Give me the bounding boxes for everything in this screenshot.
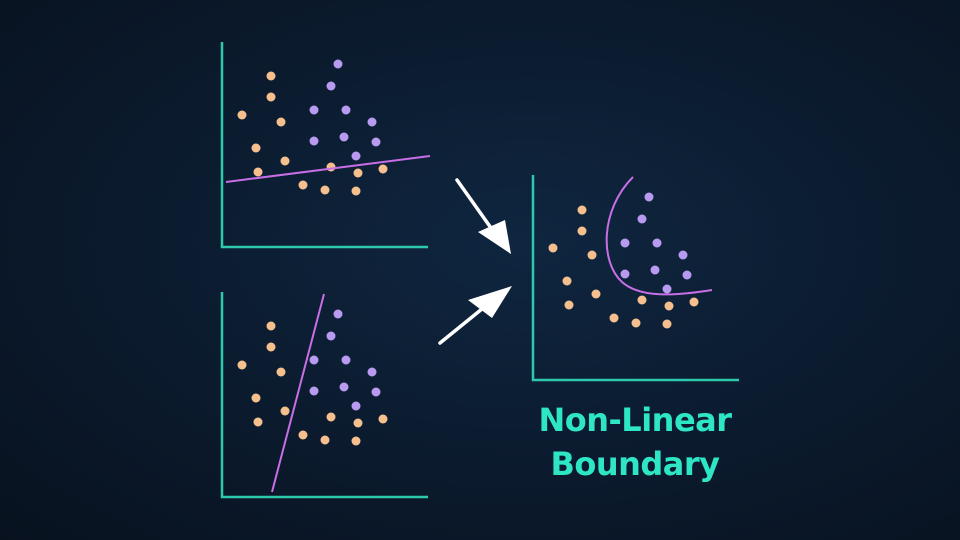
linear-boundary: [271, 293, 325, 493]
caption-line-1: Non-Linear: [538, 401, 732, 439]
curved-boundary: [605, 176, 713, 296]
panel-linear-horizontal: [220, 42, 431, 249]
caption-title: Non-Linear Boundary: [520, 398, 750, 486]
axes: [220, 42, 428, 249]
axes: [220, 292, 428, 499]
caption-line-2: Boundary: [550, 445, 720, 483]
axes: [531, 175, 739, 382]
points-class-a: [548, 205, 699, 329]
points-class-b: [620, 192, 692, 294]
linear-boundary: [225, 155, 431, 183]
arrow-bottom: [438, 286, 512, 345]
panel-non-linear: [531, 175, 739, 382]
points-class-a: [237, 321, 388, 446]
panel-linear-steep: [220, 292, 428, 499]
points-class-b: [309, 59, 381, 161]
arrow-top: [455, 178, 511, 254]
points-class-b: [309, 309, 381, 411]
